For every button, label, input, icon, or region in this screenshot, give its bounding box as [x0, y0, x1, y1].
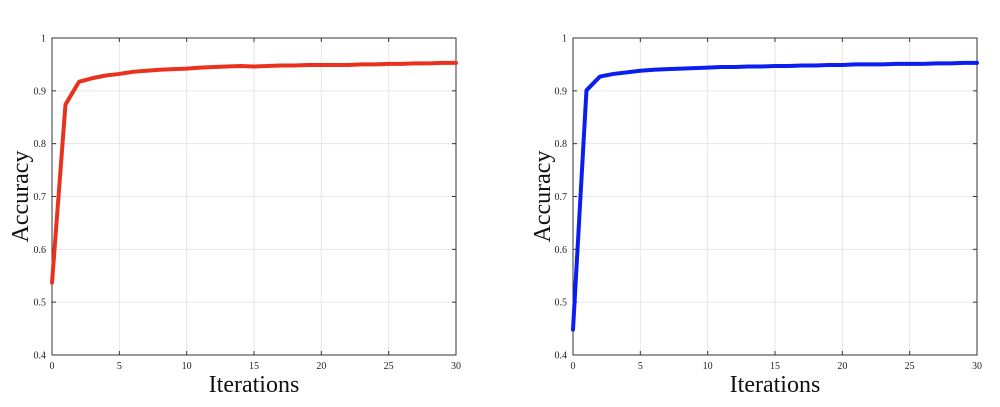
y-tick-label: 0.9 — [555, 86, 568, 97]
x-tick-label: 15 — [770, 361, 780, 372]
y-tick-label: 0.5 — [555, 298, 568, 309]
x-axis-title: Iterations — [209, 372, 300, 398]
y-tick-label: 0.6 — [34, 245, 47, 256]
x-tick-label: 10 — [703, 361, 713, 372]
y-tick-label: 0.4 — [34, 351, 47, 362]
y-tick-label: 0.9 — [34, 86, 47, 97]
chart-panel-1: 0 5 10 15 20 25 30 0.4 0.5 0.6 0.7 0.8 0.9 1 Iteration… — [8, 34, 461, 399]
y-tick-label: 0.7 — [34, 192, 47, 203]
x-tick-label: 5 — [117, 361, 122, 372]
chart-panel-2: 0 5 10 15 20 25 30 0.4 0.5 0.6 0.7 0.8 0.9 1 Iteration… — [530, 34, 982, 399]
series-line-1 — [50, 60, 458, 285]
x-tick-label: 0 — [50, 361, 55, 372]
y-tick-label: 1 — [41, 34, 46, 45]
x-tick-label: 0 — [571, 361, 576, 372]
y-tick-label: 0.4 — [555, 351, 568, 362]
y-tick-label: 0.7 — [555, 192, 568, 203]
y-axis-title: Accuracy — [530, 151, 556, 243]
series-line-1 — [571, 60, 979, 332]
x-tick-label: 25 — [384, 361, 394, 372]
x-tick-label: 30 — [972, 361, 982, 372]
x-tick-label: 5 — [638, 361, 643, 372]
x-tick-label: 30 — [451, 361, 461, 372]
y-tick-label: 0.8 — [555, 139, 568, 150]
x-tick-label: 25 — [905, 361, 915, 372]
y-tick-label: 0.6 — [555, 245, 568, 256]
x-tick-label: 10 — [182, 361, 192, 372]
y-tick-label: 1 — [562, 34, 567, 45]
x-axis-title: Iterations — [730, 372, 821, 398]
y-tick-label: 0.8 — [34, 139, 47, 150]
x-tick-label: 15 — [249, 361, 259, 372]
y-tick-label: 0.5 — [34, 298, 47, 309]
x-tick-label: 20 — [316, 361, 326, 372]
x-tick-label: 20 — [837, 361, 847, 372]
y-axis-title: Accuracy — [8, 151, 34, 243]
